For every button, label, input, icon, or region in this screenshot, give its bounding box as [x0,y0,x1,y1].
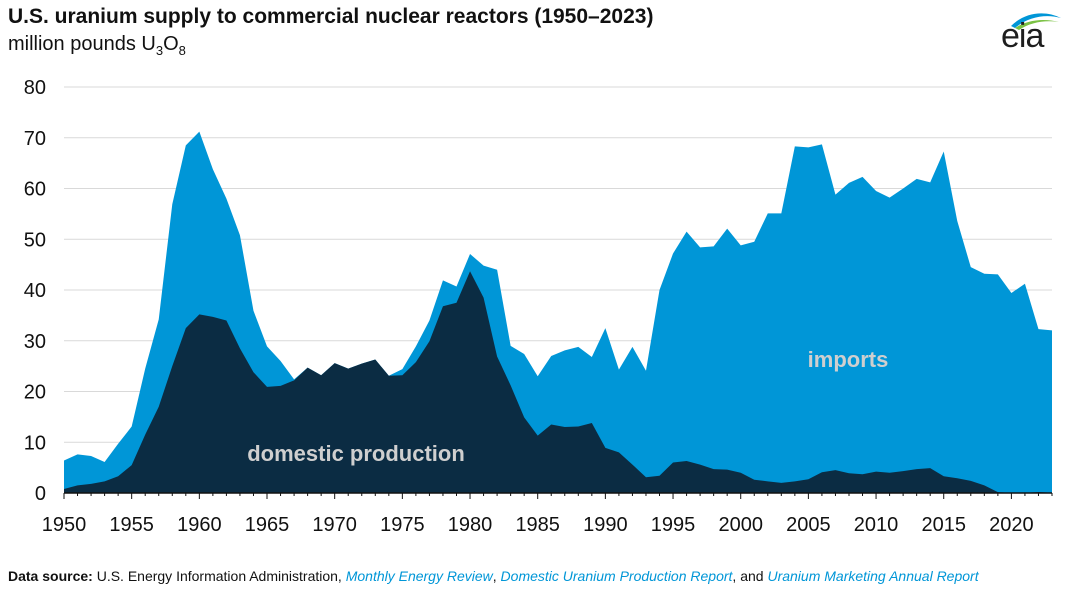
x-tick-label: 1980 [448,514,493,536]
x-tick-label: 1960 [177,514,222,536]
y-tick-label: 20 [24,382,46,404]
x-tick-label: 1950 [42,514,87,536]
x-tick-label: 2015 [921,514,966,536]
source-text-3: , and [732,568,768,584]
x-tick-label: 2005 [786,514,831,536]
subtitle-sub-3: 3 [155,43,164,58]
imports-series-label: imports [808,347,889,372]
eia-logo-text: eia [1001,17,1044,55]
y-tick-label: 50 [24,229,46,251]
chart-subtitle: million pounds U3O8 [8,33,186,58]
x-tick-label: 1970 [312,514,357,536]
subtitle-text: million pounds U [8,33,156,55]
area-layer [64,131,1052,493]
x-tick-label: 1985 [515,514,560,536]
x-tick-label: 1955 [109,514,154,536]
eia-logo-swoosh-icon [1011,13,1061,30]
y-tick-label: 70 [24,128,46,150]
x-tick-label: 1965 [245,514,290,536]
y-tick-label: 0 [35,483,46,505]
subtitle-text-o: O [163,33,179,55]
y-tick-label: 80 [24,77,46,99]
eia-logo-icon: eia [1001,8,1067,56]
domestic-production-series-label: domestic production [247,441,465,466]
x-tick-label: 2020 [989,514,1034,536]
source-link-domestic-uranium-production-report[interactable]: Domestic Uranium Production Report [500,568,733,584]
y-tick-label: 30 [24,331,46,353]
domestic-production-area [64,271,1052,493]
x-tick-label: 1975 [380,514,425,536]
source-label: Data source: [8,568,93,584]
subtitle-sub-8: 8 [178,43,186,58]
x-tick-label: 1995 [651,514,696,536]
area-chart: 0 10 20 30 40 50 60 70 80 1950 1955 1960 1965 1970 197… [24,77,1053,536]
source-text-2: , [492,568,501,584]
y-tick-label: 40 [24,280,46,302]
source-text-1: U.S. Energy Information Administration, [92,568,346,584]
source-link-monthly-energy-review[interactable]: Monthly Energy Review [345,568,493,584]
y-tick-label: 60 [24,179,46,201]
x-tick-label: 1990 [583,514,628,536]
y-tick-label: 10 [24,432,46,454]
chart-title: U.S. uranium supply to commercial nuclea… [8,5,654,28]
series-labels: imports domestic production [247,347,888,466]
axes: 0 10 20 30 40 50 60 70 80 1950 1955 1960 1965 1970 197… [24,77,1053,536]
x-tick-label: 2000 [718,514,763,536]
x-tick-label: 2010 [854,514,899,536]
source-link-uranium-marketing-annual-report[interactable]: Uranium Marketing Annual Report [767,568,979,584]
data-source-note: Data source: U.S. Energy Information Adm… [8,568,1068,585]
